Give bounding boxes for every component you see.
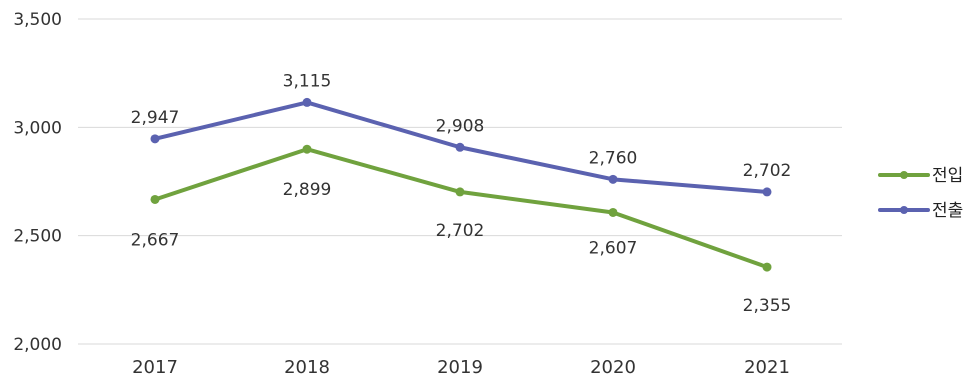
- data-label: 2,607: [589, 238, 638, 258]
- legend-marker: [900, 206, 908, 214]
- data-label: 3,115: [283, 71, 332, 91]
- data-point: [150, 194, 160, 204]
- data-label: 2,355: [743, 296, 792, 316]
- data-point: [455, 187, 465, 197]
- data-point: [762, 187, 772, 197]
- data-label: 2,899: [283, 180, 332, 200]
- data-label: 2,908: [436, 116, 485, 136]
- data-point: [455, 142, 465, 152]
- y-tick-label: 3,000: [13, 118, 62, 138]
- x-tick-label: 2018: [284, 357, 330, 377]
- x-tick-label: 2020: [590, 357, 636, 377]
- y-tick-label: 3,500: [13, 10, 62, 30]
- data-label: 2,702: [743, 161, 792, 181]
- data-point: [150, 134, 160, 144]
- legend-label: 전입: [932, 166, 963, 186]
- data-label: 2,667: [131, 230, 180, 250]
- data-point: [762, 262, 772, 272]
- data-point: [608, 207, 618, 217]
- legend-label: 전출: [932, 201, 963, 221]
- series-line-jeonip: [153, 147, 769, 270]
- data-point: [302, 97, 312, 107]
- x-tick-label: 2019: [437, 357, 483, 377]
- data-label: 2,947: [131, 108, 180, 128]
- x-tick-label: 2017: [132, 357, 178, 377]
- data-label: 2,760: [589, 148, 638, 168]
- legend-marker: [900, 171, 908, 179]
- data-point: [608, 174, 618, 184]
- data-point: [302, 144, 312, 154]
- y-tick-label: 2,500: [13, 227, 62, 247]
- y-tick-label: 2,000: [13, 335, 62, 355]
- x-tick-label: 2021: [744, 357, 790, 377]
- data-label: 2,702: [436, 221, 485, 241]
